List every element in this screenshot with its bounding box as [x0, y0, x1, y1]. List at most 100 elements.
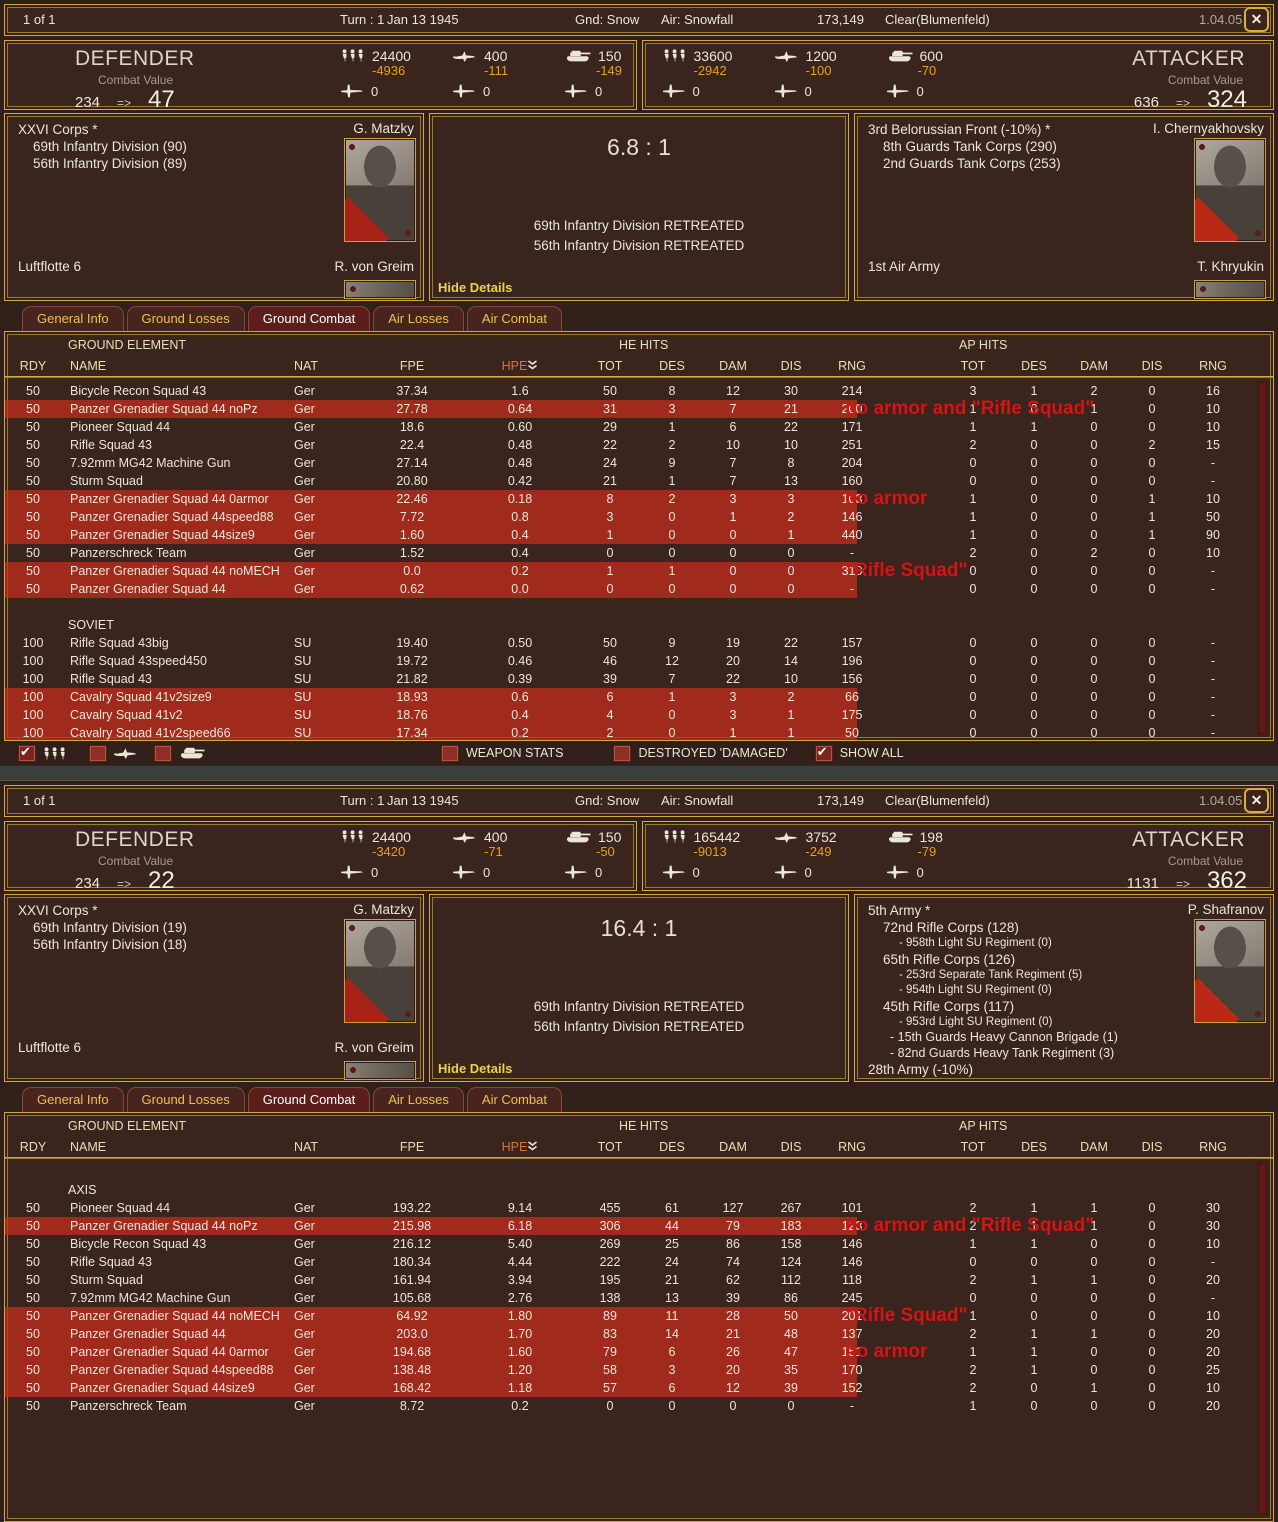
- stat-value: 400: [484, 828, 508, 845]
- stat-loss: -50: [596, 844, 615, 859]
- cell-he.3: 112: [781, 1273, 801, 1287]
- commander-portrait: [1194, 138, 1266, 242]
- cell-ap.3: 0: [1148, 1201, 1156, 1215]
- stat-loss: -70: [917, 63, 937, 78]
- cell-ap.1: 0: [1030, 546, 1038, 560]
- combat-value-after: 47: [148, 86, 175, 113]
- cell-ap.1: 1: [1030, 1345, 1038, 1359]
- cell-he.4: 251: [841, 438, 863, 452]
- column-header: NAME: [61, 1140, 286, 1154]
- cell-ap.4: 10: [1206, 1237, 1220, 1251]
- cell-fpe: 19.72: [396, 654, 428, 668]
- cell-nat: Ger: [294, 1381, 315, 1395]
- column-header: DAM: [702, 1140, 764, 1154]
- cell-he.2: 20: [726, 654, 740, 668]
- cell-he.1: 0: [668, 726, 676, 740]
- location-label: Clear(Blumenfeld): [885, 12, 990, 27]
- table-row: 50 Rifle Squad 43 Ger 180.34 4.44 222 24 74 124 1…: [5, 1253, 1273, 1271]
- checkbox-men[interactable]: [18, 744, 36, 762]
- section-label-row: AXIS: [5, 1181, 1273, 1199]
- column-header-label: NAME: [70, 359, 107, 373]
- stat-value: 165442: [693, 828, 741, 845]
- cell-rdy: 50: [26, 1201, 40, 1215]
- tab-ground-losses[interactable]: Ground Losses: [126, 306, 245, 331]
- cell-nat: Ger: [294, 1363, 315, 1377]
- air-sortie-value: 0: [692, 84, 700, 99]
- cell-he.3: 1: [787, 528, 795, 542]
- column-header: DIS: [1124, 1140, 1180, 1154]
- hide-details-button[interactable]: Hide Details: [438, 1061, 513, 1076]
- cell-he.4: 245: [841, 1291, 863, 1305]
- table-row: 50 Bicycle Recon Squad 43 Ger 37.34 1.6 50 8 12…: [5, 382, 1273, 400]
- table-row: 50 Panzer Grenadier Squad 44 Ger 0.62 0.0 0 0 0…: [5, 580, 1273, 598]
- sort-icon[interactable]: [527, 1140, 538, 1154]
- section-label: SOVIET: [68, 618, 114, 632]
- cell-ap.3: 0: [1148, 384, 1156, 398]
- cell-ap.2: 0: [1090, 456, 1098, 470]
- cell-ap.3: 1: [1148, 510, 1156, 524]
- column-header: DES: [642, 1140, 702, 1154]
- cell-he.1: 3: [668, 402, 676, 416]
- cell-rdy: 50: [26, 1273, 40, 1287]
- combat-summary-header: DEFENDER Combat Value 234 => 22 24400 -34…: [4, 821, 1274, 894]
- tab-air-losses[interactable]: Air Losses: [373, 306, 464, 331]
- hide-details-button[interactable]: Hide Details: [438, 280, 513, 295]
- cell-he.4: 101: [841, 1201, 863, 1215]
- air-commander-portrait: [344, 1061, 416, 1080]
- cell-ap.2: 0: [1090, 582, 1098, 596]
- air-sortie-value: 0: [483, 84, 491, 99]
- tank-icon: [565, 49, 591, 63]
- tab-general-info[interactable]: General Info: [22, 1087, 124, 1112]
- cell-fpe: 7.72: [399, 510, 425, 524]
- column-header: DES: [1004, 359, 1064, 373]
- table-row: 50 Rifle Squad 43 Ger 22.4 0.48 22 2 10 10 251 2 0 0…: [5, 436, 1273, 454]
- tab-ground-losses[interactable]: Ground Losses: [126, 1087, 245, 1112]
- scrollbar[interactable]: [1258, 1163, 1267, 1515]
- battle-report: 1 of 1 Turn : 1 Jan 13 1945 Gnd: Snow Ai…: [0, 785, 1278, 1522]
- version-label: 1.04.05: [1199, 12, 1243, 27]
- cell-ap.0: 2: [969, 1327, 977, 1341]
- cell-hpe: 0.6: [511, 690, 529, 704]
- cell-ap.3: 0: [1148, 1399, 1156, 1413]
- combat-value: 636 => 324: [1134, 86, 1247, 114]
- cell-ap.2: 0: [1090, 510, 1098, 524]
- stat-loss: -9013: [693, 844, 727, 859]
- close-button[interactable]: ✕: [1244, 7, 1269, 32]
- tab-air-combat[interactable]: Air Combat: [466, 306, 562, 331]
- cell-ap.1: 1: [1030, 1273, 1038, 1287]
- air-sortie-count: 0: [341, 84, 453, 99]
- tab-general-info[interactable]: General Info: [22, 306, 124, 331]
- air-sortie-value: 0: [371, 865, 379, 880]
- attacker-title: ATTACKER: [1132, 47, 1245, 70]
- checkbox-fighter[interactable]: [89, 744, 107, 762]
- cell-ap.3: 0: [1148, 402, 1156, 416]
- cell-ap.4: 10: [1206, 420, 1220, 434]
- column-header-label: DIS: [780, 1140, 802, 1154]
- checkbox-tank[interactable]: [154, 744, 172, 762]
- tab-ground-combat[interactable]: Ground Combat: [247, 306, 371, 331]
- cell-rdy: 50: [26, 438, 40, 452]
- cell-he.4: 175: [841, 708, 863, 722]
- cell-he.4: -: [849, 546, 855, 560]
- tab-ground-combat[interactable]: Ground Combat: [247, 1087, 371, 1112]
- table-row: 50 Panzer Grenadier Squad 44 0armor Ger 194…: [5, 1341, 1273, 1362]
- close-button[interactable]: ✕: [1244, 788, 1269, 813]
- checkbox-show-all[interactable]: [814, 744, 833, 762]
- cell-he.1: 21: [665, 1273, 679, 1287]
- table-row: 50 Panzerschreck Team Ger 1.52 0.4 0 0 0 0 - 2 0 2 0 1…: [5, 544, 1273, 562]
- tab-air-losses[interactable]: Air Losses: [373, 1087, 464, 1112]
- sort-icon[interactable]: [527, 359, 538, 373]
- cell-ap.0: 0: [969, 672, 977, 686]
- cell-ap.3: 2: [1148, 438, 1156, 452]
- stat-column-tank: 150 -50 0: [565, 829, 677, 880]
- cell-ap.2: 0: [1090, 1291, 1098, 1305]
- scrollbar[interactable]: [1258, 382, 1267, 734]
- tab-air-combat[interactable]: Air Combat: [466, 1087, 562, 1112]
- cell-he.2: 7: [729, 456, 737, 470]
- table-row: 50 Pioneer Squad 44 Ger 18.6 0.60 29 1 6 22 171 1 1…: [5, 418, 1273, 436]
- checkbox-weapon-stats[interactable]: [441, 744, 459, 762]
- men-icon: [43, 746, 67, 760]
- table-row: 100 Cavalry Squad 41v2speed66 SU 17.34 0.2 2 0…: [5, 724, 1273, 740]
- commander-portrait: [344, 138, 416, 242]
- checkbox-destroyed-damaged-[interactable]: [613, 744, 632, 762]
